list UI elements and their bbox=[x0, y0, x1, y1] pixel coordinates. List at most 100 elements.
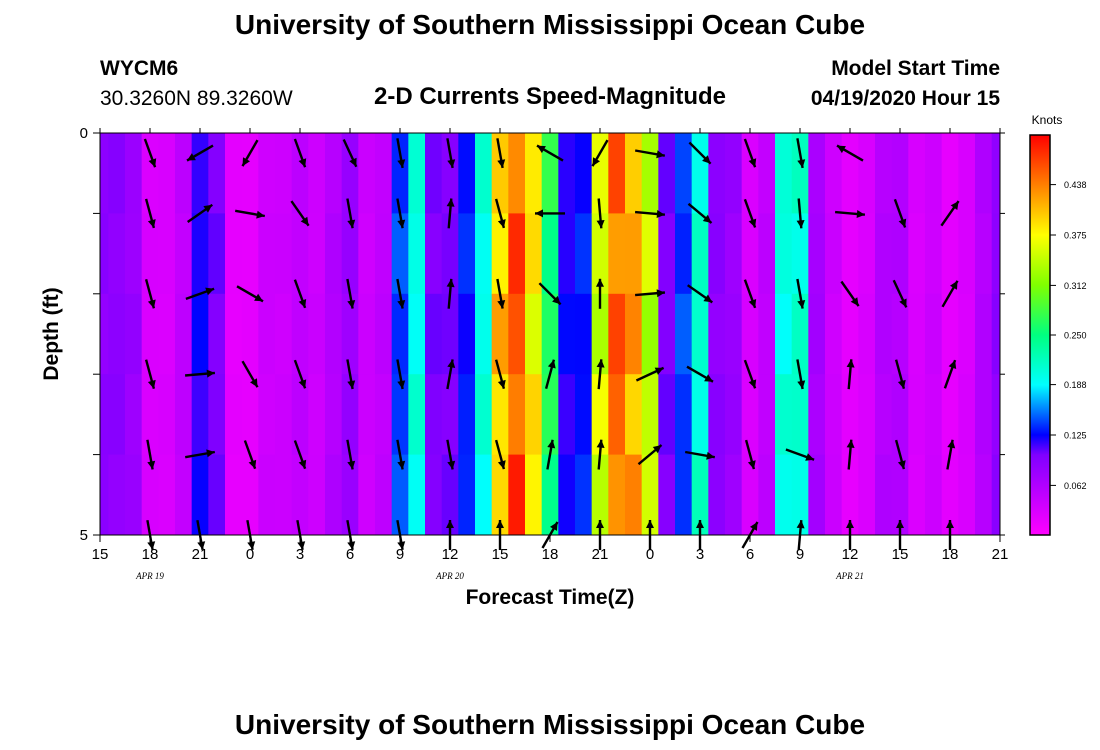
current-vector bbox=[846, 359, 855, 390]
heatmap-cell bbox=[958, 454, 976, 535]
heatmap-cell bbox=[491, 213, 509, 295]
heatmap-cell bbox=[208, 213, 226, 295]
heatmap-cell bbox=[541, 374, 559, 456]
heatmap-cell bbox=[791, 213, 809, 295]
current-vector bbox=[346, 198, 356, 229]
heatmap-cell bbox=[491, 133, 509, 214]
heatmap-cell bbox=[441, 213, 459, 295]
heatmap-cell bbox=[475, 374, 493, 456]
heatmap-cell bbox=[325, 213, 343, 295]
heatmap-cell bbox=[658, 293, 676, 375]
heatmap-cell bbox=[425, 454, 443, 535]
heatmap-cell bbox=[691, 293, 709, 375]
heatmap-cell bbox=[191, 454, 209, 535]
heatmap-cell bbox=[191, 213, 209, 295]
heatmap-cell bbox=[875, 213, 893, 295]
heatmap-cell bbox=[408, 454, 426, 535]
x-tick-label: 21 bbox=[992, 546, 1009, 563]
heatmap-cell bbox=[508, 213, 526, 295]
current-vector bbox=[144, 359, 156, 390]
heatmap-cell bbox=[358, 213, 376, 295]
heatmap-cell bbox=[325, 374, 343, 456]
heatmap-cell bbox=[875, 133, 893, 214]
heatmap-cell bbox=[908, 133, 926, 214]
current-vector bbox=[744, 439, 756, 470]
heatmap-cell bbox=[125, 454, 143, 535]
heatmap-cell bbox=[775, 454, 793, 535]
heatmap-cell bbox=[241, 133, 259, 214]
heatmap-cell bbox=[725, 454, 743, 535]
heatmap-cell bbox=[875, 293, 893, 375]
heatmap-cell bbox=[708, 454, 726, 535]
heatmap-cell bbox=[575, 374, 593, 456]
current-vector bbox=[596, 278, 604, 309]
current-vector bbox=[236, 285, 264, 303]
heatmap-cell bbox=[525, 213, 543, 295]
current-vector bbox=[687, 202, 713, 224]
heatmap-cell bbox=[991, 454, 1000, 535]
heatmap-cell bbox=[741, 454, 759, 535]
current-vector bbox=[743, 359, 757, 389]
heatmap-cell bbox=[991, 374, 1000, 456]
heatmap-cell bbox=[491, 454, 509, 535]
heatmap-cell bbox=[191, 293, 209, 375]
heatmap-cell bbox=[508, 293, 526, 375]
heatmap-cell bbox=[641, 213, 659, 295]
current-vector bbox=[144, 278, 156, 309]
heatmap-cell bbox=[291, 133, 309, 214]
y-axis-title: Depth (ft) bbox=[40, 287, 63, 380]
x-tick-label: 15 bbox=[92, 546, 109, 563]
x-tick-label: 12 bbox=[442, 546, 459, 563]
heatmap-cell bbox=[991, 133, 1000, 214]
heatmap-cell bbox=[908, 374, 926, 456]
heatmap-cell bbox=[608, 374, 626, 456]
heatmap-cell bbox=[225, 213, 243, 295]
x-tick-label: 3 bbox=[696, 546, 704, 563]
heatmap-cell bbox=[858, 133, 876, 214]
heatmap-cell bbox=[791, 374, 809, 456]
current-vector bbox=[846, 439, 855, 470]
heatmap-cell bbox=[675, 374, 693, 456]
heatmap-cell bbox=[325, 133, 343, 214]
heatmap-cell bbox=[991, 213, 1000, 295]
current-vector bbox=[634, 149, 666, 159]
heatmap-cell bbox=[475, 133, 493, 214]
current-vector bbox=[596, 439, 605, 470]
heatmap-cell bbox=[858, 293, 876, 375]
heatmap-cell bbox=[891, 454, 909, 535]
heatmap-cell bbox=[425, 374, 443, 456]
heatmap-cell bbox=[341, 374, 359, 456]
current-vector bbox=[796, 138, 806, 169]
heatmap-cell bbox=[758, 213, 776, 295]
heatmap-cell bbox=[958, 374, 976, 456]
heatmap-cell bbox=[241, 374, 259, 456]
heatmap-cell bbox=[108, 374, 126, 456]
current-vector bbox=[184, 449, 216, 459]
heatmap-cell bbox=[641, 374, 659, 456]
x-tick-label: 6 bbox=[346, 546, 354, 563]
current-vector bbox=[940, 200, 960, 227]
colorbar-tick-label: 0.062 bbox=[1064, 481, 1087, 491]
heatmap-cell bbox=[225, 374, 243, 456]
heatmap-cell bbox=[508, 374, 526, 456]
heatmap-cell bbox=[925, 213, 943, 295]
heatmap-cell bbox=[100, 454, 109, 535]
heatmap-cell bbox=[175, 293, 193, 375]
current-vector bbox=[796, 359, 806, 390]
heatmap-cell bbox=[575, 454, 593, 535]
colorbar-gradient bbox=[1029, 134, 1051, 536]
current-vector bbox=[894, 359, 906, 390]
heatmap-cell bbox=[691, 374, 709, 456]
heatmap-cell bbox=[125, 133, 143, 214]
x-tick-label: 12 bbox=[842, 546, 859, 563]
heatmap-cell bbox=[658, 454, 676, 535]
heatmap-cell bbox=[541, 213, 559, 295]
heatmap-cell bbox=[575, 213, 593, 295]
heatmap-cell bbox=[258, 133, 276, 214]
model-start-value: 04/19/2020 Hour 15 bbox=[810, 87, 1000, 110]
heatmap-cell bbox=[708, 213, 726, 295]
heatmap-cell bbox=[591, 374, 609, 456]
heatmap-cell bbox=[125, 293, 143, 375]
heatmap-cell bbox=[158, 293, 176, 375]
heatmap-cell bbox=[591, 133, 609, 214]
